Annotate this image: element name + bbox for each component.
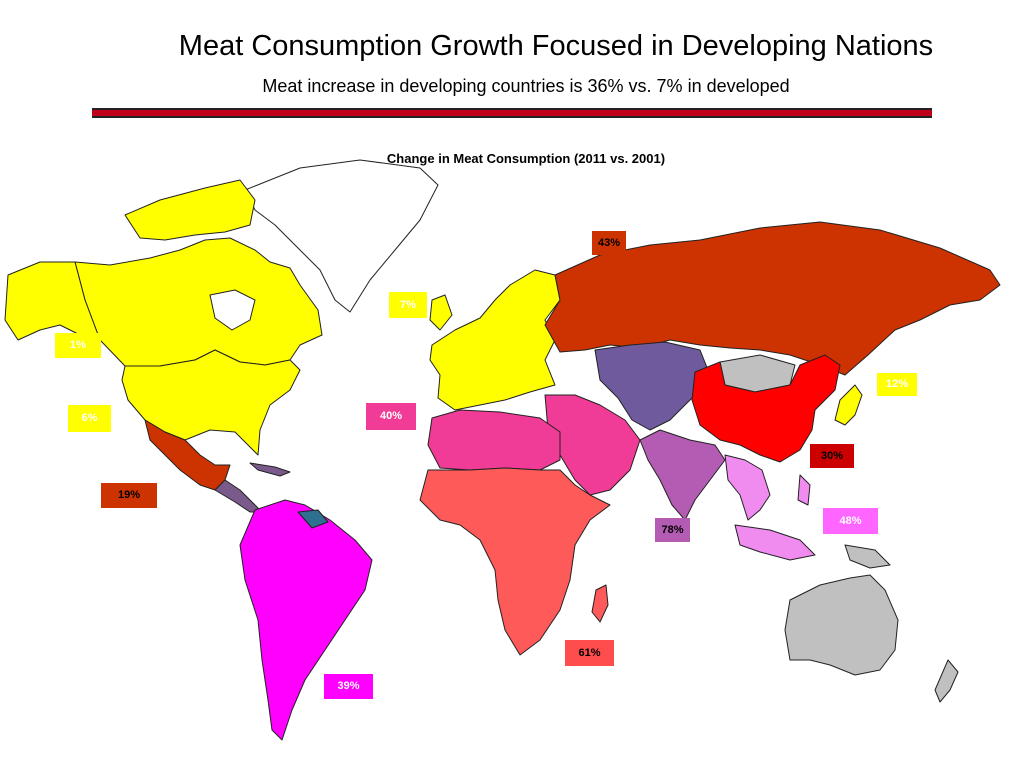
label-usa: 6% (68, 405, 111, 432)
region-png (844, 544, 891, 569)
region-greenland (244, 159, 439, 313)
label-western-europe: 7% (389, 292, 427, 318)
region-south-asia (639, 429, 726, 521)
region-philippines (797, 474, 811, 506)
region-canada (74, 237, 323, 367)
label-southeast-asia: 48% (823, 508, 878, 534)
region-central-asia (594, 341, 711, 431)
title-divider (92, 108, 932, 118)
label-south-asia: 78% (655, 518, 690, 542)
region-madagascar (591, 584, 609, 623)
region-south-america (239, 499, 373, 741)
region-uk (429, 294, 453, 331)
region-russia (544, 221, 1001, 376)
region-sub-saharan-africa (419, 467, 611, 656)
label-japan: 12% (877, 373, 917, 396)
page-title: Meat Consumption Growth Focused in Devel… (178, 30, 934, 62)
region-southeast-asia (724, 454, 771, 521)
region-indonesia (734, 524, 816, 561)
region-guianas (297, 509, 329, 529)
region-new-zealand (934, 659, 959, 703)
label-south-america: 39% (324, 674, 373, 699)
page-subtitle: Meat increase in developing countries is… (262, 76, 790, 96)
label-north-africa-middle-east: 40% (366, 403, 416, 430)
region-caribbean (249, 462, 291, 477)
region-usa (121, 349, 301, 456)
label-mexico: 19% (101, 483, 157, 508)
region-north-africa (427, 409, 561, 471)
region-europe (429, 269, 561, 411)
label-china: 30% (810, 444, 854, 468)
label-canada: 1% (55, 333, 101, 358)
label-russia: 43% (592, 231, 626, 255)
region-canada-arctic (124, 179, 256, 241)
region-hudson-bay (209, 289, 256, 331)
region-japan (834, 384, 863, 426)
label-sub-saharan-africa: 61% (565, 640, 614, 666)
region-australia (784, 574, 899, 676)
region-central-america (214, 479, 263, 513)
map-title: Change in Meat Consumption (2011 vs. 200… (386, 151, 666, 166)
region-china (691, 354, 841, 463)
